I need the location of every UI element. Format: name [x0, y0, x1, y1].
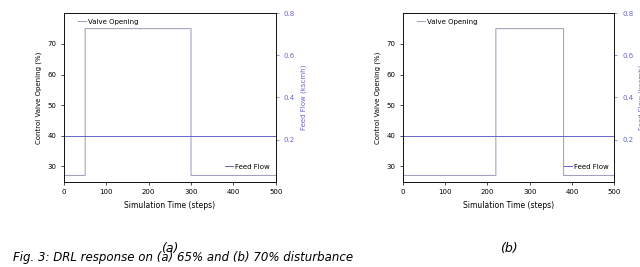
Valve Opening — [560, 27, 568, 30]
Legend: Feed Flow: Feed Flow — [564, 164, 609, 170]
Text: (a): (a) — [161, 242, 179, 255]
Y-axis label: Control Valve Opening (%): Control Valve Opening (%) — [374, 51, 381, 144]
Valve Opening — [492, 27, 500, 30]
Valve Opening — [81, 174, 89, 177]
Valve Opening — [399, 174, 406, 177]
X-axis label: Simulation Time (steps): Simulation Time (steps) — [124, 201, 216, 210]
Y-axis label: Control Valve Opening (%): Control Valve Opening (%) — [35, 51, 42, 144]
Text: (b): (b) — [500, 242, 517, 255]
Valve Opening — [187, 27, 195, 30]
Line: Valve Opening: Valve Opening — [403, 29, 614, 175]
Y-axis label: Feed Flow (kscmh): Feed Flow (kscmh) — [300, 65, 307, 130]
Line: Valve Opening: Valve Opening — [64, 29, 276, 175]
Text: Fig. 3: DRL response on (a) 65% and (b) 70% disturbance: Fig. 3: DRL response on (a) 65% and (b) … — [13, 251, 353, 264]
Legend: Feed Flow: Feed Flow — [225, 164, 270, 170]
Valve Opening — [560, 174, 568, 177]
Valve Opening — [187, 174, 195, 177]
Valve Opening — [272, 174, 280, 177]
Valve Opening — [81, 27, 89, 30]
X-axis label: Simulation Time (steps): Simulation Time (steps) — [463, 201, 554, 210]
Y-axis label: Feed Flow (kscmh): Feed Flow (kscmh) — [639, 65, 640, 130]
Valve Opening — [60, 174, 68, 177]
Valve Opening — [492, 174, 500, 177]
Valve Opening — [611, 174, 618, 177]
